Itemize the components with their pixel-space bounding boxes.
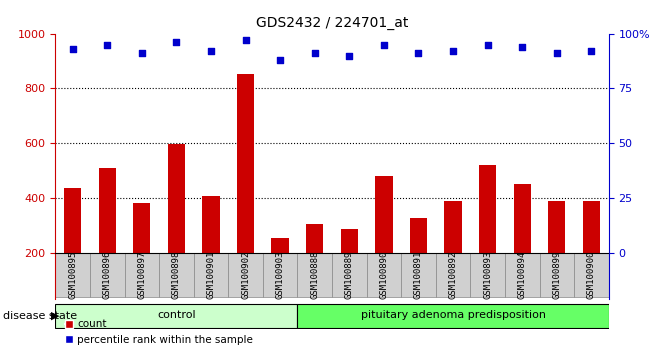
Bar	[548, 201, 566, 253]
Bar	[583, 201, 600, 253]
Bar	[133, 202, 150, 253]
Point	[448, 48, 458, 54]
Text: GSM100902: GSM100902	[241, 251, 250, 299]
Text: GSM100896: GSM100896	[103, 251, 112, 299]
Text: GSM100891: GSM100891	[414, 251, 423, 299]
FancyBboxPatch shape	[124, 253, 159, 297]
Text: pituitary adenoma predisposition: pituitary adenoma predisposition	[361, 310, 546, 320]
Legend: count, percentile rank within the sample: count, percentile rank within the sample	[61, 315, 257, 349]
Text: disease state: disease state	[3, 311, 77, 321]
Point	[413, 51, 424, 56]
Point	[586, 48, 596, 54]
FancyBboxPatch shape	[470, 253, 505, 297]
Text: GSM100895: GSM100895	[68, 251, 77, 299]
Bar	[98, 168, 116, 253]
Point	[309, 51, 320, 56]
Text: GSM100900: GSM100900	[587, 251, 596, 299]
FancyBboxPatch shape	[159, 253, 194, 297]
FancyBboxPatch shape	[505, 253, 540, 297]
Text: GSM100892: GSM100892	[449, 251, 458, 299]
FancyBboxPatch shape	[55, 253, 90, 297]
Point	[68, 46, 78, 52]
Point	[206, 48, 216, 54]
FancyBboxPatch shape	[194, 253, 229, 297]
FancyBboxPatch shape	[540, 253, 574, 297]
Text: control: control	[157, 310, 196, 320]
Point	[275, 57, 285, 63]
Bar	[202, 196, 219, 253]
Point	[551, 51, 562, 56]
FancyBboxPatch shape	[436, 253, 470, 297]
Point	[482, 42, 493, 47]
FancyBboxPatch shape	[298, 304, 609, 328]
Text: ▶: ▶	[51, 311, 60, 321]
Bar	[340, 229, 358, 253]
Bar	[410, 218, 427, 253]
Text: GSM100894: GSM100894	[518, 251, 527, 299]
Text: GSM100888: GSM100888	[311, 251, 319, 299]
Bar	[514, 184, 531, 253]
Text: GSM100903: GSM100903	[275, 251, 284, 299]
Text: GSM100890: GSM100890	[380, 251, 389, 299]
Text: GSM100897: GSM100897	[137, 251, 146, 299]
Text: GSM100898: GSM100898	[172, 251, 181, 299]
Point	[379, 42, 389, 47]
Point	[137, 51, 147, 56]
Title: GDS2432 / 224701_at: GDS2432 / 224701_at	[256, 16, 408, 30]
Bar	[237, 74, 254, 253]
FancyBboxPatch shape	[263, 253, 298, 297]
Bar	[479, 165, 496, 253]
Bar	[375, 176, 393, 253]
Point	[344, 53, 355, 58]
Text: GSM100889: GSM100889	[345, 251, 353, 299]
FancyBboxPatch shape	[55, 304, 298, 328]
Point	[240, 38, 251, 43]
FancyBboxPatch shape	[401, 253, 436, 297]
FancyBboxPatch shape	[90, 253, 124, 297]
FancyBboxPatch shape	[298, 253, 332, 297]
FancyBboxPatch shape	[229, 253, 263, 297]
FancyBboxPatch shape	[332, 253, 367, 297]
Text: GSM100899: GSM100899	[552, 251, 561, 299]
Text: GSM100901: GSM100901	[206, 251, 215, 299]
Point	[517, 44, 527, 50]
FancyBboxPatch shape	[574, 253, 609, 297]
Text: GSM100893: GSM100893	[483, 251, 492, 299]
Bar	[271, 238, 289, 253]
Point	[171, 40, 182, 45]
Bar	[168, 144, 185, 253]
FancyBboxPatch shape	[367, 253, 401, 297]
Point	[102, 42, 113, 47]
Bar	[64, 188, 81, 253]
Bar	[445, 201, 462, 253]
Bar	[306, 224, 324, 253]
